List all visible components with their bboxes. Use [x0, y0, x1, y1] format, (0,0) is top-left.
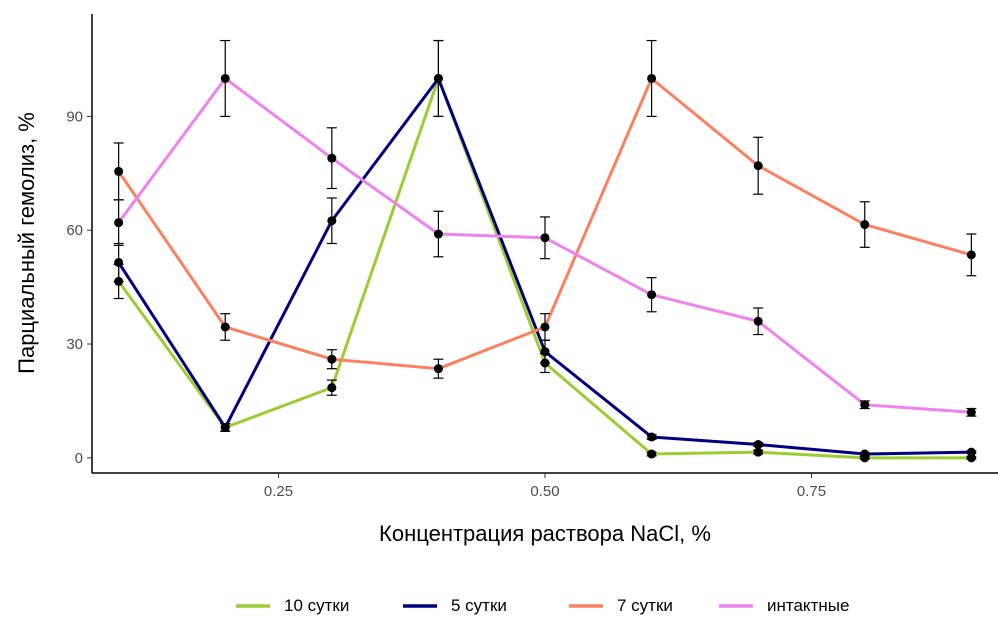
legend-label: 5 сутки	[451, 596, 507, 615]
x-axis-title: Концентрация раствора NaCl, %	[379, 521, 711, 546]
legend-item: 5 сутки	[403, 596, 507, 615]
data-point	[327, 153, 337, 163]
y-tick-label: 0	[75, 450, 83, 467]
data-point	[114, 166, 124, 176]
data-point	[327, 383, 337, 393]
data-points	[114, 73, 976, 463]
y-ticks: 0 30 60 90	[66, 108, 92, 467]
data-point	[647, 449, 657, 459]
x-tick-label: 0.75	[797, 483, 826, 500]
data-point	[753, 447, 763, 457]
series-lines	[117, 76, 972, 460]
data-point	[114, 276, 124, 286]
data-point	[433, 73, 443, 83]
legend-label: интактные	[767, 596, 849, 615]
data-point	[753, 161, 763, 171]
legend-item: 7 сутки	[569, 596, 673, 615]
data-point	[753, 316, 763, 326]
legend-item: 10 сутки	[236, 596, 349, 615]
data-point	[433, 364, 443, 374]
data-point	[540, 358, 550, 368]
series-line-2	[117, 76, 972, 456]
data-point	[220, 422, 230, 432]
x-tick-label: 0.50	[530, 483, 559, 500]
data-point	[966, 250, 976, 260]
data-point	[540, 322, 550, 332]
data-point	[540, 233, 550, 243]
data-point	[647, 432, 657, 442]
data-point	[966, 447, 976, 457]
data-point	[114, 218, 124, 228]
data-point	[114, 257, 124, 267]
legend-item: интактные	[719, 596, 849, 615]
y-tick-label: 90	[66, 108, 83, 125]
data-point	[433, 229, 443, 239]
legend-label: 10 сутки	[284, 596, 349, 615]
data-point	[753, 440, 763, 450]
data-point	[860, 220, 870, 230]
data-point	[327, 354, 337, 364]
data-point	[647, 73, 657, 83]
data-point	[860, 449, 870, 459]
data-point	[220, 322, 230, 332]
series-line-1	[117, 76, 972, 460]
data-point	[860, 400, 870, 410]
legend: 10 сутки 5 сутки 7 сутки интактные	[236, 596, 849, 615]
legend-label: 7 сутки	[617, 596, 673, 615]
x-tick-label: 0.25	[264, 483, 293, 500]
data-point	[647, 290, 657, 300]
data-point	[540, 347, 550, 357]
data-point	[966, 407, 976, 417]
data-point	[220, 73, 230, 83]
x-ticks: 0.25 0.50 0.75	[264, 473, 826, 500]
error-bars	[113, 39, 977, 460]
data-point	[327, 216, 337, 226]
y-tick-label: 30	[66, 336, 83, 353]
y-axis-title: Парциальный гемолиз, %	[14, 112, 39, 374]
y-tick-label: 60	[66, 222, 83, 239]
